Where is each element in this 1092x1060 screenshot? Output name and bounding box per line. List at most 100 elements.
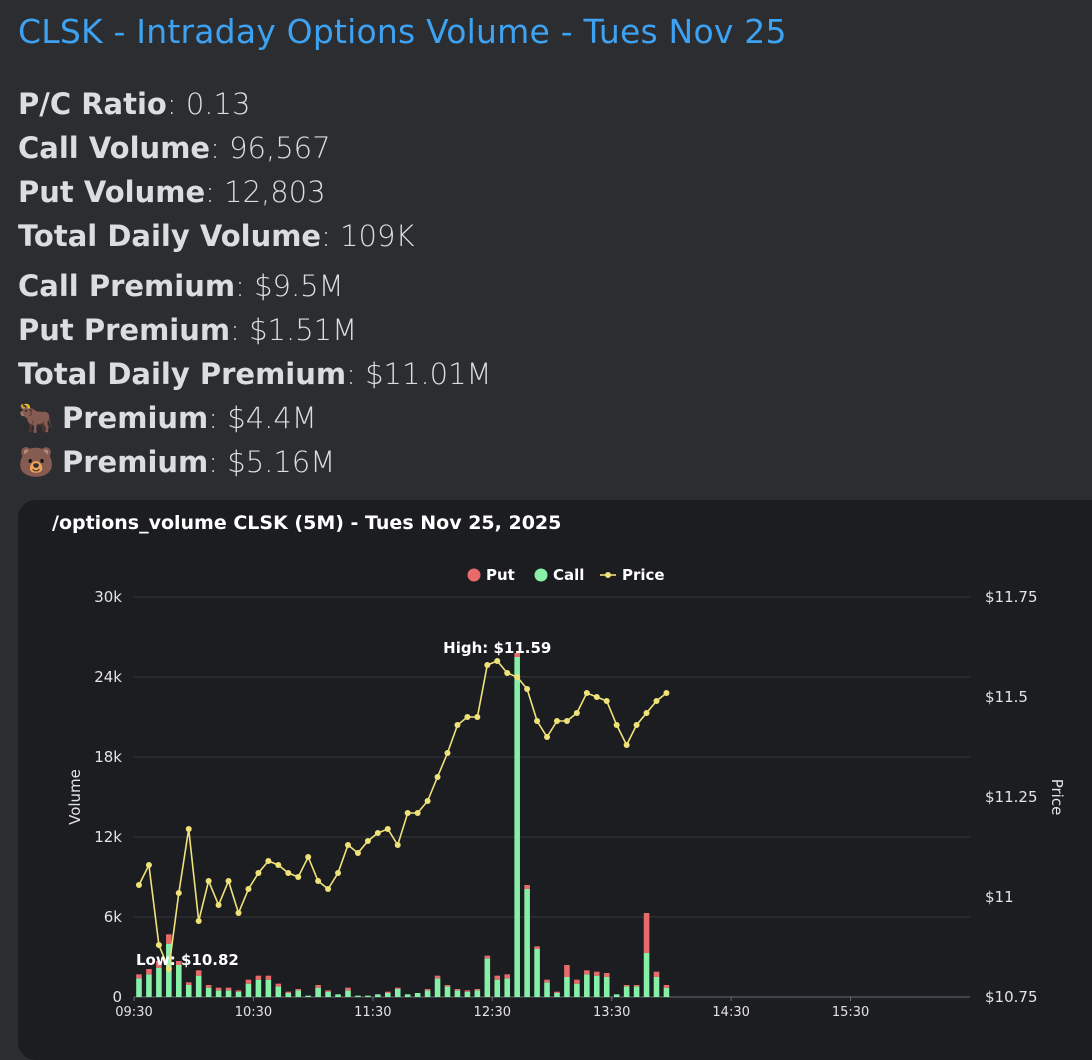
price-point <box>404 810 411 816</box>
put-bar <box>394 987 401 989</box>
call-bar <box>584 974 590 997</box>
stat-value: : 0.13 <box>166 87 251 121</box>
y-tick-label: 12k <box>94 828 122 846</box>
put-bar <box>663 985 670 988</box>
y-tick-label: 30k <box>94 588 122 606</box>
call-bar <box>593 975 600 997</box>
call-bar <box>255 979 262 997</box>
call-bar <box>454 990 461 997</box>
price-point <box>275 862 282 868</box>
price-point <box>464 714 471 720</box>
x-tick-label: 09:30 <box>115 1005 152 1020</box>
stat-row: Total Daily Volume: 109K <box>18 214 492 258</box>
price-point <box>623 742 630 748</box>
price-point <box>225 878 232 884</box>
price-point <box>305 854 312 860</box>
price-point <box>583 690 590 696</box>
y-tick-label: 24k <box>94 668 122 686</box>
stat-value: : $4.4M <box>208 401 317 435</box>
call-bar <box>574 983 580 997</box>
stat-label: Premium <box>62 401 209 435</box>
price-point <box>135 882 142 888</box>
x-tick-label: 15:30 <box>832 1005 869 1020</box>
price-point <box>354 850 361 856</box>
stat-row: 🐻 Premium: $5.16M <box>18 440 492 484</box>
price-point <box>325 886 332 892</box>
put-bar <box>504 974 511 979</box>
put-bar <box>166 934 172 944</box>
legend-put-label: Put <box>486 566 515 584</box>
x-tick-label: 10:30 <box>235 1005 272 1020</box>
put-bar <box>175 961 182 965</box>
call-bar <box>554 993 560 997</box>
call-bar <box>215 990 222 997</box>
price-line <box>138 660 667 973</box>
y-tick-label: 0 <box>112 988 122 1006</box>
call-bar <box>265 979 272 997</box>
call-bar <box>633 986 640 997</box>
low-annotation: Low: $10.82 <box>136 951 239 969</box>
put-bar <box>434 975 441 979</box>
put-bar <box>593 971 600 976</box>
price-point <box>573 710 580 716</box>
stat-row: Call Premium: $9.5M <box>18 264 492 308</box>
price-point <box>175 890 182 896</box>
put-bar <box>345 987 351 991</box>
price-point <box>553 718 560 724</box>
price-point <box>165 966 172 972</box>
price-point <box>484 662 491 668</box>
put-bar <box>584 970 590 975</box>
price-point <box>514 674 521 680</box>
y2-tick-label: $10.75 <box>985 988 1038 1006</box>
stat-label: Put Volume <box>18 175 206 209</box>
y2-tick-label: $11.5 <box>985 688 1028 706</box>
put-bar <box>424 989 431 991</box>
price-point <box>344 842 351 848</box>
put-bar <box>255 975 262 980</box>
put-bar <box>484 955 491 959</box>
stat-value: : $5.16M <box>208 445 336 479</box>
stat-label: Premium <box>62 445 209 479</box>
call-bar <box>494 979 501 997</box>
y-axis-label: Volume <box>66 769 84 825</box>
call-bar <box>285 993 292 997</box>
high-annotation: High: $11.59 <box>443 639 551 657</box>
options-volume-chart: 0 6k 12k 18k 24k 30k $10.75 $11 $11.25 $11.5 $11.7… <box>66 566 1066 1020</box>
put-bar <box>215 987 222 991</box>
price-point <box>524 686 531 692</box>
call-bar <box>643 953 650 997</box>
put-bar <box>265 975 272 980</box>
legend-price-swatch <box>605 572 611 578</box>
price-point <box>235 910 242 916</box>
y-tick-label: 18k <box>94 748 122 766</box>
put-bar <box>514 653 520 657</box>
bull-icon: 🐂 <box>18 401 55 435</box>
call-bar <box>175 965 182 997</box>
price-point <box>653 698 660 704</box>
price-point <box>633 722 640 728</box>
put-bar <box>454 989 461 991</box>
call-bar <box>325 991 331 997</box>
call-bar <box>653 977 660 997</box>
put-bar <box>225 987 232 991</box>
page-title: CLSK - Intraday Options Volume - Tues No… <box>18 12 787 51</box>
y2-tick-label: $11.25 <box>985 788 1038 806</box>
put-bar <box>315 985 321 988</box>
call-bar <box>185 985 192 997</box>
price-point <box>295 874 302 880</box>
call-bar <box>434 978 441 997</box>
stat-value: : $11.01M <box>346 357 492 391</box>
call-bar <box>534 949 540 997</box>
price-point <box>285 870 292 876</box>
legend-price-label: Price <box>622 566 665 584</box>
price-point <box>603 698 610 704</box>
call-bar <box>474 990 481 997</box>
stat-row: P/C Ratio: 0.13 <box>18 82 492 126</box>
x-tick-label: 12:30 <box>474 1005 511 1020</box>
chart-title: /options_volume CLSK (5M) - Tues Nov 25,… <box>52 512 562 534</box>
x-tick-label: 14:30 <box>712 1005 749 1020</box>
stat-row: Put Premium: $1.51M <box>18 308 492 352</box>
call-bar <box>484 958 491 997</box>
call-bar <box>295 990 302 997</box>
call-bar <box>335 994 341 997</box>
